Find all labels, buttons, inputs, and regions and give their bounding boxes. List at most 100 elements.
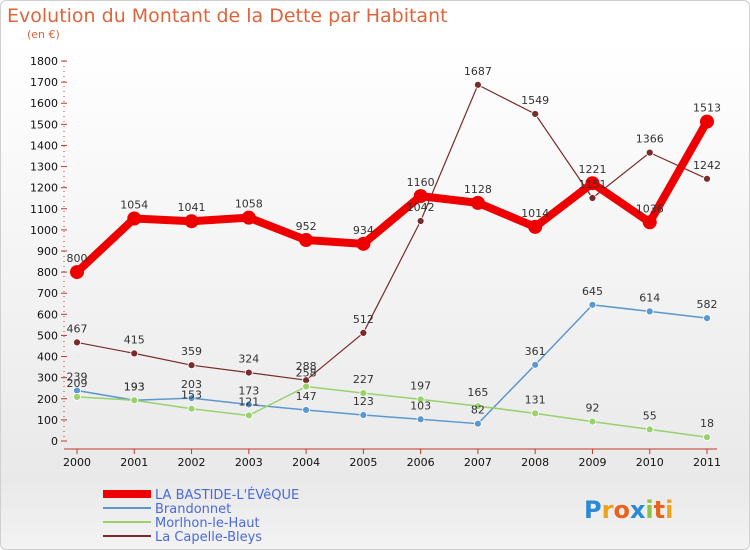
data-point <box>645 425 654 434</box>
y-tick-label: 1600 <box>30 97 58 110</box>
data-point <box>474 80 482 89</box>
data-point <box>187 394 196 403</box>
legend-label: La Capelle-Bleys <box>155 530 262 545</box>
data-label: 173 <box>238 384 259 397</box>
y-tick-label: 600 <box>37 308 58 321</box>
data-point <box>531 110 540 118</box>
data-point <box>302 406 310 414</box>
data-label: 324 <box>238 353 259 366</box>
data-label: 203 <box>181 378 202 391</box>
data-label: 121 <box>238 395 259 408</box>
data-label: 1036 <box>636 202 664 215</box>
data-point <box>585 176 600 191</box>
data-point <box>187 361 196 370</box>
data-point <box>531 409 540 418</box>
data-point <box>359 411 368 419</box>
data-point <box>470 195 485 210</box>
data-point <box>416 395 425 404</box>
data-point <box>703 433 711 442</box>
y-tick-label: 1800 <box>30 55 58 68</box>
data-label: 1160 <box>407 176 435 189</box>
y-tick-label: 1500 <box>30 118 58 131</box>
data-point <box>703 314 711 323</box>
x-tick-label: 2009 <box>578 456 606 469</box>
data-label: 1221 <box>578 163 606 176</box>
data-point <box>127 211 142 226</box>
data-label: 1242 <box>693 159 721 172</box>
data-label: 123 <box>353 395 374 408</box>
data-label: 227 <box>353 373 374 386</box>
data-label: 359 <box>181 345 202 358</box>
x-tick-label: 2011 <box>693 456 721 469</box>
y-tick-label: 0 <box>51 435 58 448</box>
x-tick-label: 2005 <box>349 456 377 469</box>
data-point <box>73 392 81 401</box>
data-label: 1513 <box>693 102 721 115</box>
data-point <box>359 389 368 397</box>
y-tick-label: 100 <box>37 414 58 427</box>
data-point <box>413 189 428 204</box>
data-label: 288 <box>296 360 317 373</box>
data-label: 614 <box>639 291 660 304</box>
data-point <box>703 174 711 183</box>
data-label: 197 <box>410 379 431 392</box>
y-tick-label: 1200 <box>30 182 58 195</box>
data-point <box>356 236 371 251</box>
data-point <box>184 214 199 229</box>
x-tick-label: 2004 <box>292 456 320 469</box>
data-point <box>187 404 196 413</box>
data-label: 582 <box>697 298 718 311</box>
data-label: 1549 <box>521 94 549 107</box>
y-tick-label: 300 <box>37 372 58 385</box>
x-tick-label: 2001 <box>120 456 148 469</box>
series-line <box>73 117 711 277</box>
data-label: 1041 <box>178 201 206 214</box>
data-point <box>531 360 540 369</box>
data-point <box>244 400 253 409</box>
data-point <box>645 307 654 316</box>
data-point <box>302 382 310 391</box>
chart-axes: 0 100 200 300 400 500 600 700 800 900 1000 1100 1200… <box>30 55 721 469</box>
data-label: 1042 <box>407 201 435 214</box>
data-labels: 800 1054 1041 1058 952 934 1160 1128 1014 1221 103… <box>67 65 722 430</box>
data-point <box>299 233 314 248</box>
data-point <box>244 411 253 420</box>
x-tick-label: 2008 <box>521 456 549 469</box>
data-point <box>474 402 482 411</box>
y-tick-label: 1100 <box>30 203 58 216</box>
data-point <box>642 215 657 230</box>
y-tick-label: 500 <box>37 329 58 342</box>
y-tick-label: 700 <box>37 287 58 300</box>
data-point <box>70 265 84 280</box>
data-label: 239 <box>67 371 88 384</box>
data-label: 209 <box>67 377 88 390</box>
data-label: 103 <box>410 399 431 412</box>
data-point <box>588 300 597 309</box>
legend-label: Brandonnet <box>155 502 231 517</box>
data-point <box>416 415 425 424</box>
data-point <box>528 219 543 234</box>
data-point <box>645 148 654 157</box>
y-tick-label: 1300 <box>30 161 58 174</box>
proxiti-logo: Proxiti <box>584 496 673 524</box>
data-label: 1687 <box>464 65 492 78</box>
data-point <box>359 329 368 337</box>
x-tick-label: 2002 <box>178 456 206 469</box>
y-tick-label: 900 <box>37 245 58 258</box>
data-point <box>244 368 253 377</box>
y-tick-label: 1700 <box>30 76 58 89</box>
data-label: 92 <box>585 402 599 415</box>
chart-series <box>70 80 714 442</box>
x-tick-label: 2000 <box>63 456 91 469</box>
data-label: 153 <box>181 389 202 402</box>
data-label: 934 <box>353 224 374 237</box>
data-point <box>588 194 597 202</box>
data-label: 1151 <box>578 178 606 191</box>
data-point <box>73 338 81 347</box>
data-label: 645 <box>582 285 603 298</box>
x-tick-label: 2003 <box>235 456 263 469</box>
y-tick-label: 400 <box>37 351 58 364</box>
data-point <box>130 396 139 405</box>
x-tick-label: 2007 <box>464 456 492 469</box>
